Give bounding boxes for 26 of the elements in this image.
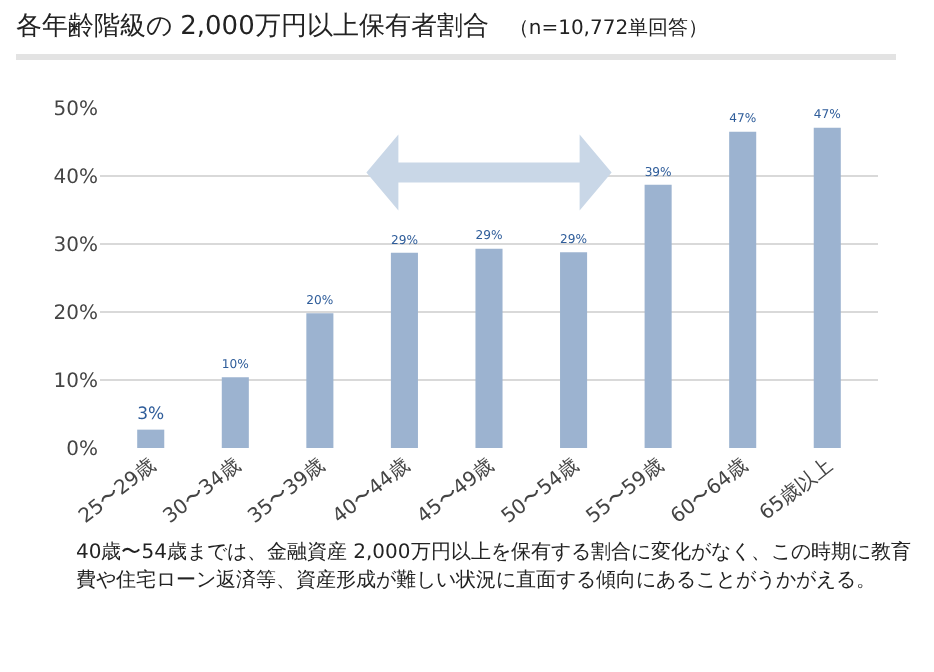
x-tick-label: 30〜34歳: [158, 453, 246, 529]
text: 40歳〜54歳までは、金融資産 2,000万円以上を保有する割合に変化がなく、この時期に教育費や住宅ローン返済等、資産形成が難しい状況に直面する傾向にあることがうかがえる。: [76, 540, 913, 596]
x-tick-label: 65歳以上: [754, 453, 838, 526]
x-tick-label: 50〜54歳: [497, 453, 584, 529]
x-tick-label: 45〜49歳: [412, 453, 499, 529]
data-label: 3%: [137, 404, 165, 425]
y-tick-label: 30%: [53, 235, 98, 257]
bar: [560, 252, 588, 448]
y-tick-label: 40%: [53, 167, 98, 189]
chart-subtitle: （n=10,772単回答）: [508, 18, 709, 40]
x-tick-label: 60〜64歳: [666, 453, 753, 529]
x-tick-label: 40〜44歳: [327, 453, 415, 529]
bar: [644, 184, 672, 448]
bar: [729, 131, 757, 448]
y-tick-label: 20%: [53, 303, 98, 325]
bar: [390, 252, 418, 448]
bar: [475, 248, 503, 448]
y-tick-label: 10%: [53, 371, 98, 393]
x-tick-label: 35〜39歳: [243, 453, 330, 529]
bar: [306, 313, 334, 448]
y-tick-label: 50%: [53, 99, 98, 121]
bar: [137, 429, 165, 448]
bar: [221, 377, 249, 448]
bar: [813, 127, 841, 448]
chart-title: 各年齢階級の 2,000万円以上保有者割合: [16, 12, 489, 42]
x-tick-label: 55〜59歳: [581, 453, 668, 529]
